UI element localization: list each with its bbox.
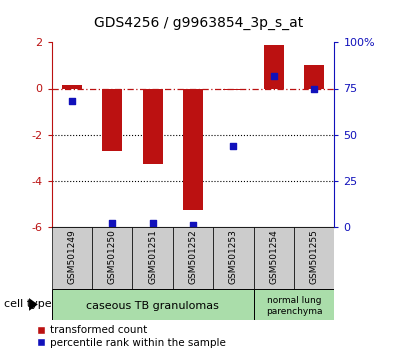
Text: GSM501252: GSM501252 [189, 229, 197, 284]
Text: GSM501249: GSM501249 [67, 229, 76, 284]
Text: GSM501255: GSM501255 [310, 229, 319, 284]
Bar [142, 88, 163, 164]
Bar [223, 88, 244, 90]
Point [69, 98, 75, 104]
Point [150, 220, 156, 226]
Point [311, 86, 317, 91]
Bar [133, 227, 173, 289]
Legend: transformed count, percentile rank within the sample: transformed count, percentile rank withi… [37, 325, 225, 348]
Bar [92, 227, 133, 289]
Bar [213, 227, 254, 289]
Bar [263, 45, 284, 88]
Bar [294, 227, 334, 289]
Point [190, 222, 196, 228]
Bar [102, 88, 123, 151]
Bar [173, 227, 213, 289]
Text: GSM501253: GSM501253 [229, 229, 238, 284]
Text: normal lung
parenchyma: normal lung parenchyma [266, 296, 322, 316]
Point [271, 73, 277, 79]
Bar [254, 289, 334, 320]
Text: GDS4256 / g9963854_3p_s_at: GDS4256 / g9963854_3p_s_at [94, 16, 304, 30]
Bar [52, 227, 92, 289]
Text: cell type: cell type [4, 299, 52, 309]
Bar [183, 88, 203, 210]
Bar [304, 65, 324, 88]
Text: GSM501254: GSM501254 [269, 229, 278, 284]
Bar [62, 85, 82, 88]
Bar [52, 289, 254, 320]
Text: caseous TB granulomas: caseous TB granulomas [86, 301, 219, 311]
Point [230, 143, 236, 148]
Text: GSM501250: GSM501250 [108, 229, 117, 284]
Point [109, 220, 115, 226]
Text: GSM501251: GSM501251 [148, 229, 157, 284]
Bar [254, 227, 294, 289]
